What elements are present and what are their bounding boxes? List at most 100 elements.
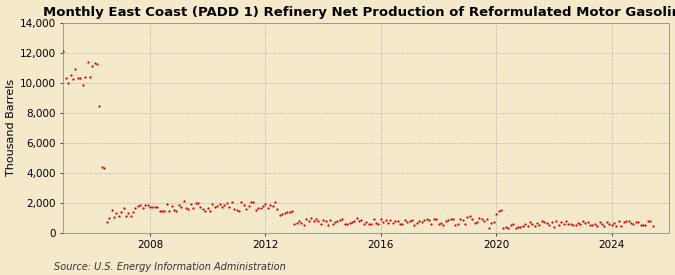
Point: [178, 199, 189, 204]
Point: [70, 66, 81, 71]
Point: [534, 222, 545, 227]
Point: [510, 226, 521, 230]
Point: [457, 218, 468, 222]
Point: [558, 221, 569, 226]
Point: [599, 224, 610, 229]
Point: [483, 226, 494, 230]
Point: [281, 210, 292, 214]
Point: [606, 223, 617, 227]
Point: [238, 203, 249, 207]
Point: [130, 206, 141, 211]
Point: [229, 207, 240, 211]
Point: [515, 225, 526, 230]
Point: [560, 219, 571, 224]
Point: [236, 200, 246, 204]
Point: [61, 76, 72, 81]
Point: [318, 218, 329, 223]
Point: [340, 222, 350, 226]
Point: [554, 223, 564, 227]
Point: [378, 220, 389, 224]
Point: [137, 205, 148, 210]
Point: [234, 209, 244, 214]
Point: [65, 73, 76, 78]
Point: [111, 210, 122, 215]
Point: [303, 219, 314, 223]
Point: [202, 205, 213, 210]
Point: [517, 224, 528, 229]
Point: [582, 220, 593, 224]
Point: [272, 207, 283, 212]
Point: [445, 216, 456, 221]
Point: [373, 221, 384, 226]
Point: [604, 222, 615, 227]
Point: [592, 224, 603, 229]
Point: [104, 216, 115, 221]
Point: [298, 223, 309, 227]
Point: [358, 222, 369, 227]
Point: [226, 200, 237, 204]
Point: [258, 204, 269, 208]
Point: [58, 49, 69, 53]
Point: [643, 219, 653, 224]
Point: [310, 216, 321, 221]
Point: [632, 219, 643, 224]
Point: [132, 204, 143, 208]
Text: Source: U.S. Energy Information Administration: Source: U.S. Energy Information Administ…: [54, 262, 286, 272]
Point: [126, 214, 136, 218]
Point: [269, 200, 280, 204]
Point: [609, 221, 620, 226]
Point: [486, 221, 497, 226]
Point: [320, 219, 331, 224]
Y-axis label: Thousand Barrels: Thousand Barrels: [5, 79, 16, 176]
Point: [601, 220, 612, 225]
Point: [402, 220, 412, 224]
Point: [479, 219, 489, 223]
Point: [192, 201, 203, 205]
Point: [414, 219, 425, 223]
Point: [101, 219, 112, 224]
Point: [195, 205, 206, 209]
Point: [537, 219, 547, 223]
Point: [400, 218, 410, 222]
Point: [455, 217, 466, 221]
Point: [529, 223, 540, 228]
Point: [580, 221, 591, 226]
Point: [231, 208, 242, 213]
Point: [527, 222, 538, 227]
Point: [109, 214, 119, 219]
Point: [623, 219, 634, 224]
Point: [301, 217, 312, 221]
Point: [462, 214, 472, 219]
Point: [577, 219, 588, 223]
Point: [546, 220, 557, 224]
Point: [135, 202, 146, 207]
Point: [279, 210, 290, 215]
Point: [645, 219, 655, 223]
Point: [267, 204, 278, 208]
Point: [503, 226, 514, 230]
Point: [169, 208, 180, 212]
Point: [594, 220, 605, 224]
Point: [292, 221, 302, 225]
Point: [265, 203, 275, 207]
Point: [217, 205, 227, 209]
Point: [597, 222, 608, 226]
Point: [500, 225, 511, 229]
Point: [296, 220, 307, 225]
Point: [144, 205, 155, 209]
Point: [344, 220, 355, 225]
Point: [589, 222, 600, 226]
Point: [568, 223, 578, 227]
Point: [621, 219, 632, 224]
Point: [587, 223, 598, 227]
Point: [335, 218, 346, 222]
Point: [149, 205, 160, 210]
Point: [294, 219, 304, 223]
Point: [181, 206, 192, 210]
Point: [87, 64, 98, 68]
Point: [570, 223, 581, 227]
Point: [252, 206, 263, 211]
Point: [438, 222, 449, 227]
Point: [532, 221, 543, 225]
Point: [349, 219, 360, 223]
